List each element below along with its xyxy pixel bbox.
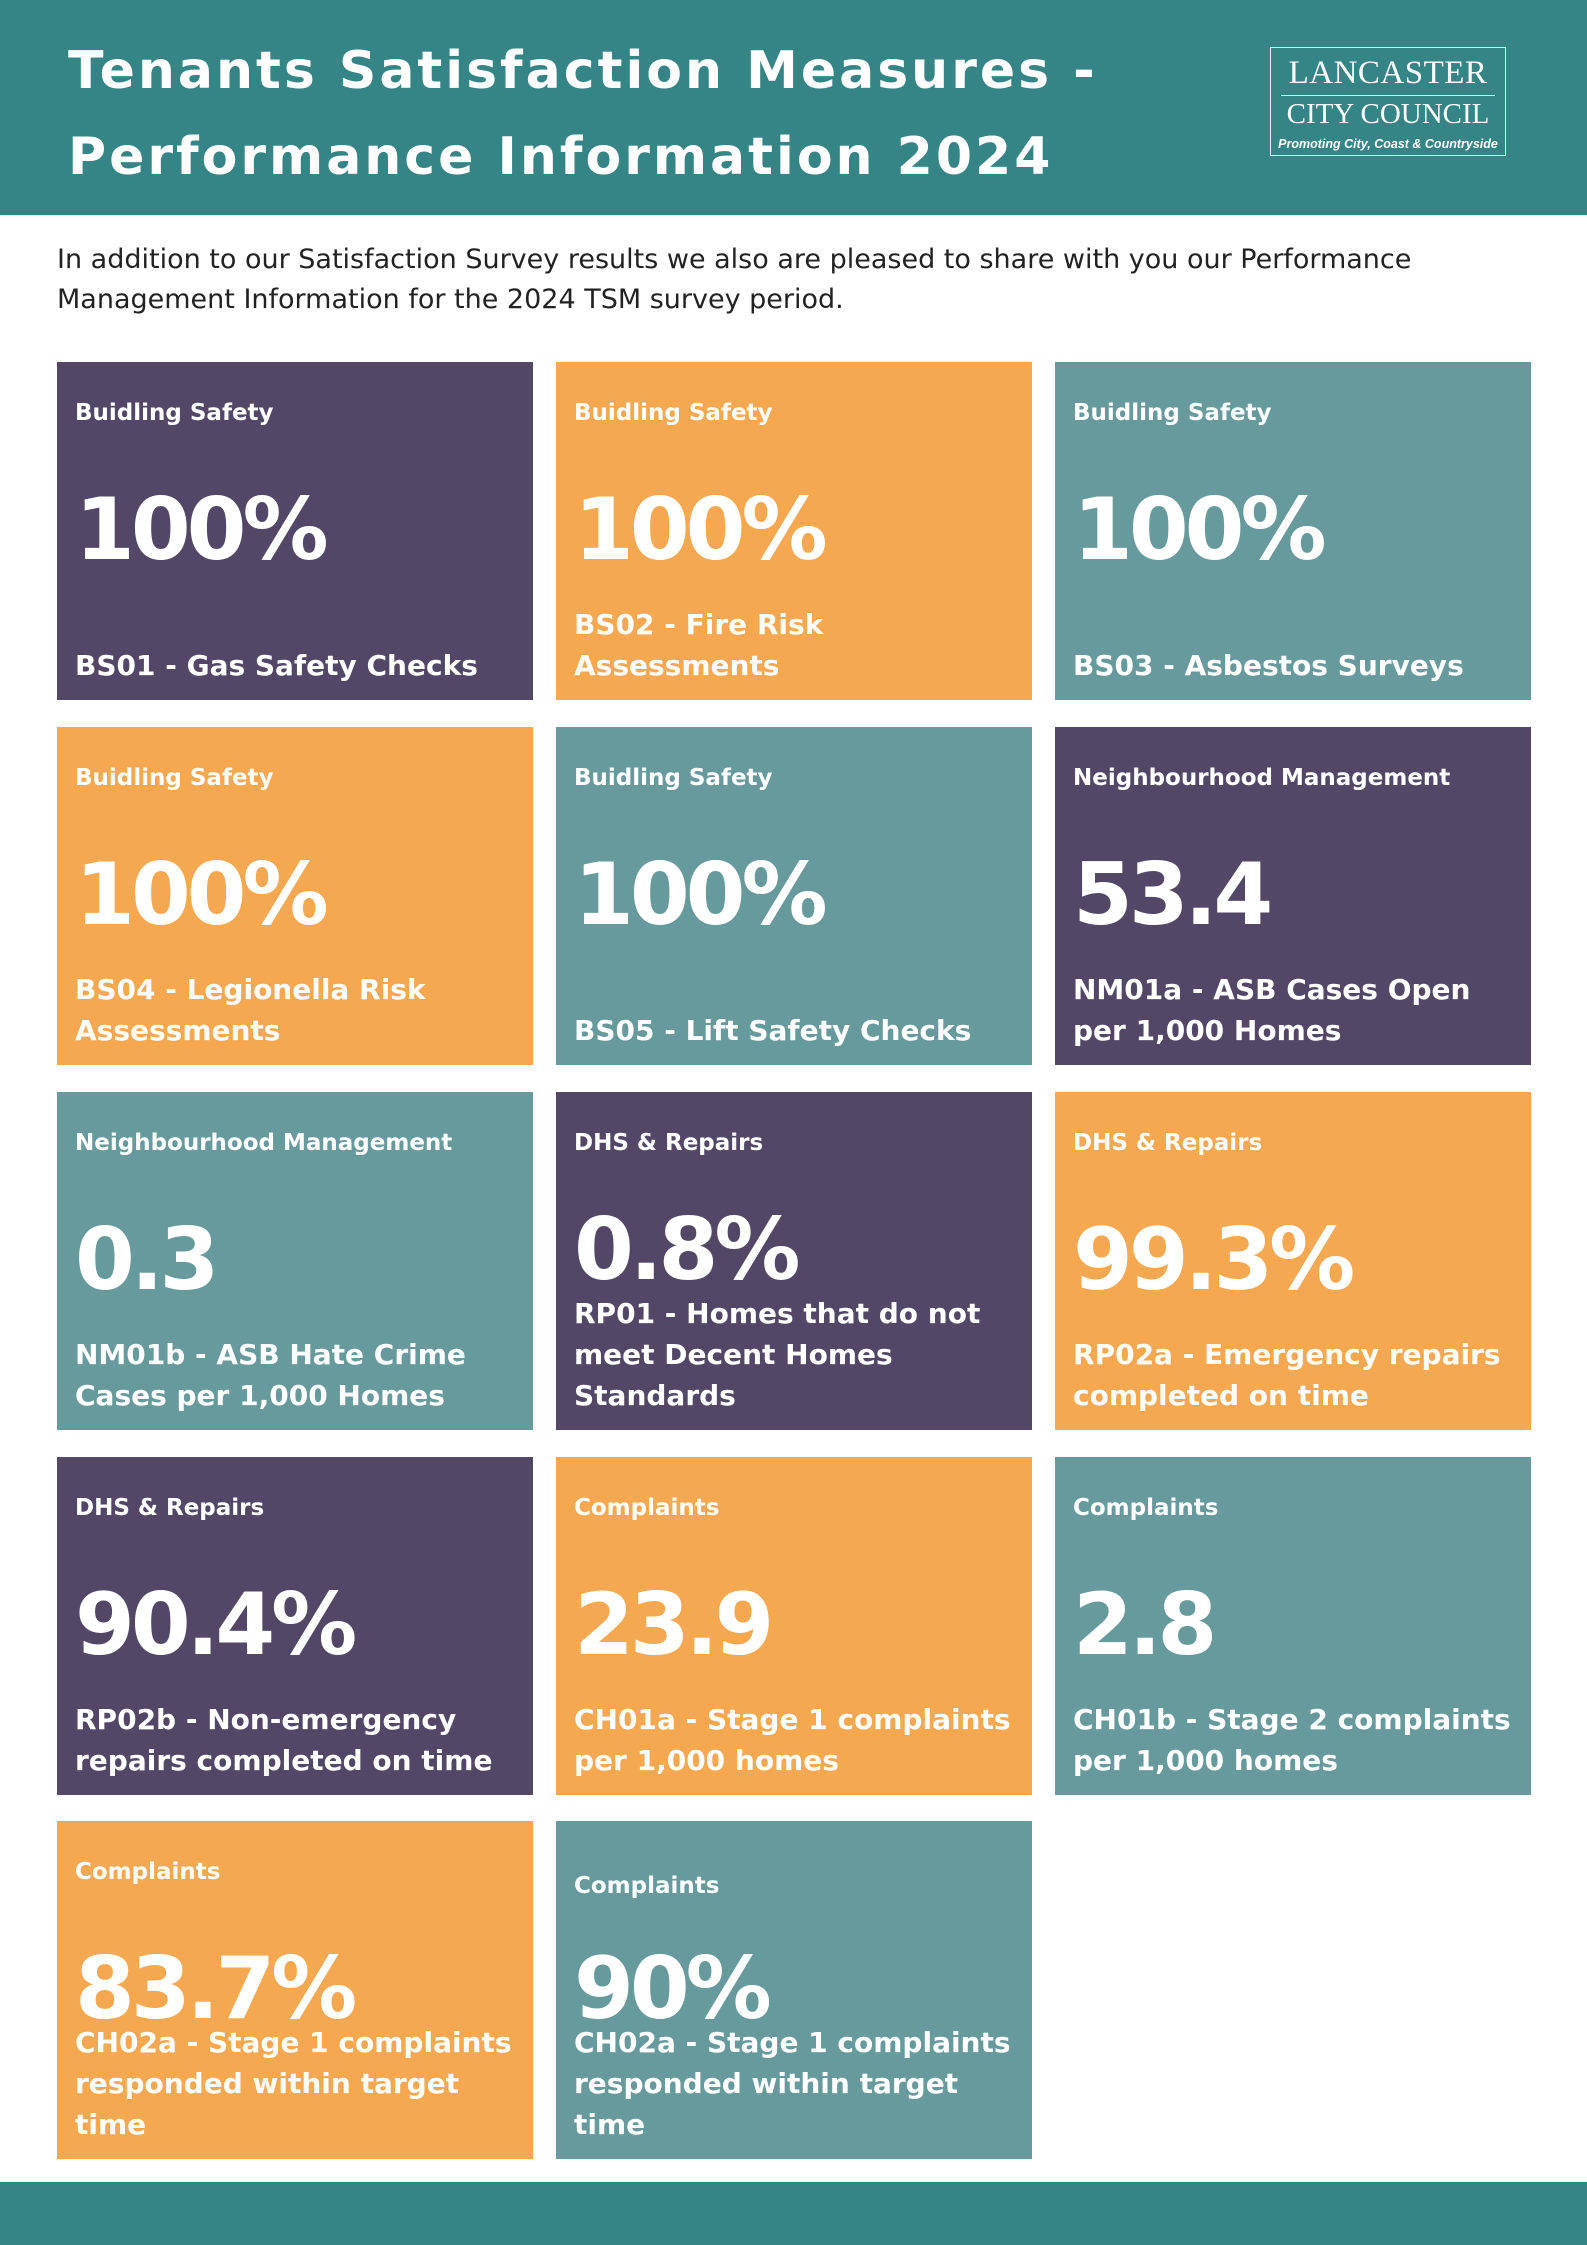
performance-card: Buidling Safety 100% BS05 - Lift Safety … — [556, 727, 1032, 1065]
card-value: 83.7% — [75, 1939, 357, 2039]
council-logo: LANCASTER CITY COUNCIL Promoting City, C… — [1270, 47, 1506, 156]
header-banner: Tenants Satisfaction Measures - Performa… — [0, 0, 1587, 215]
card-category: DHS & Repairs — [75, 1495, 265, 1521]
card-label: CH02a - Stage 1 complaints responded wit… — [574, 2026, 1011, 2141]
card-label: BS05 - Lift Safety Checks — [574, 1014, 972, 1047]
card-value: 90.4% — [75, 1575, 357, 1675]
card-value: 99.3% — [1073, 1210, 1355, 1310]
footer-banner — [0, 2182, 1587, 2245]
page-title-line-1: Tenants Satisfaction Measures - — [68, 41, 1098, 101]
card-category: Complaints — [75, 1859, 221, 1885]
performance-card: Buidling Safety 100% BS04 - Legionella R… — [57, 727, 533, 1065]
page-title-line-2: Performance Information 2024 — [68, 127, 1054, 187]
card-value: 100% — [75, 480, 329, 580]
intro-text: In addition to our Satisfaction Survey r… — [57, 244, 1412, 315]
card-category: Buidling Safety — [1073, 400, 1272, 426]
card-label: NM01b - ASB Hate Crime Cases per 1,000 H… — [75, 1338, 466, 1412]
logo-divider — [1281, 95, 1495, 96]
card-category: Complaints — [574, 1873, 720, 1899]
performance-card: DHS & Repairs 99.3% RP02a - Emergency re… — [1055, 1092, 1531, 1430]
card-value: 0.8% — [574, 1200, 801, 1300]
card-category: Complaints — [1073, 1495, 1219, 1521]
performance-card: DHS & Repairs 0.8% RP01 - Homes that do … — [556, 1092, 1032, 1430]
card-category: DHS & Repairs — [574, 1130, 764, 1156]
card-category: DHS & Repairs — [1073, 1130, 1263, 1156]
card-value: 100% — [574, 845, 828, 945]
performance-card: Neighbourhood Management 0.3 NM01b - ASB… — [57, 1092, 533, 1430]
performance-card: Complaints 23.9 CH01a - Stage 1 complain… — [556, 1457, 1032, 1795]
performance-card: DHS & Repairs 90.4% RP02b - Non-emergenc… — [57, 1457, 533, 1795]
card-category: Buidling Safety — [574, 400, 773, 426]
card-value: 23.9 — [574, 1575, 774, 1675]
card-category: Buidling Safety — [75, 765, 274, 791]
card-value: 100% — [1073, 480, 1327, 580]
logo-tagline: Promoting City, Coast & Countryside — [1278, 137, 1498, 151]
card-label: CH01a - Stage 1 complaints per 1,000 hom… — [574, 1703, 1011, 1777]
card-value: 0.3 — [75, 1210, 219, 1310]
card-label: BS03 - Asbestos Surveys — [1073, 649, 1464, 682]
performance-card: Complaints 90% CH02a - Stage 1 complaint… — [556, 1821, 1032, 2159]
performance-card: Buidling Safety 100% BS02 - Fire Risk As… — [556, 362, 1032, 700]
card-label: CH01b - Stage 2 complaints per 1,000 hom… — [1073, 1703, 1511, 1777]
logo-name-line-1: LANCASTER — [1288, 55, 1488, 91]
card-category: Neighbourhood Management — [1073, 765, 1451, 791]
performance-card: Complaints 83.7% CH02a - Stage 1 complai… — [57, 1821, 533, 2159]
card-label: BS02 - Fire Risk Assessments — [574, 608, 824, 682]
card-value: 90% — [574, 1939, 772, 2039]
card-category: Complaints — [574, 1495, 720, 1521]
card-label: BS04 - Legionella Risk Assessments — [75, 973, 426, 1047]
logo-name-line-2: CITY COUNCIL — [1286, 98, 1490, 130]
card-value: 100% — [574, 480, 828, 580]
card-value: 2.8 — [1073, 1575, 1217, 1675]
performance-card: Neighbourhood Management 53.4 NM01a - AS… — [1055, 727, 1531, 1065]
card-label: NM01a - ASB Cases Open per 1,000 Homes — [1073, 973, 1471, 1047]
card-value: 53.4 — [1073, 845, 1273, 945]
card-category: Neighbourhood Management — [75, 1130, 453, 1156]
card-label: RP02a - Emergency repairs completed on t… — [1073, 1338, 1501, 1412]
performance-card: Buidling Safety 100% BS01 - Gas Safety C… — [57, 362, 533, 700]
card-label: RP01 - Homes that do not meet Decent Hom… — [574, 1297, 981, 1412]
card-value: 100% — [75, 845, 329, 945]
card-label: CH02a - Stage 1 complaints responded wit… — [75, 2026, 512, 2141]
card-label: RP02b - Non-emergency repairs completed … — [75, 1703, 493, 1777]
card-label: BS01 - Gas Safety Checks — [75, 649, 478, 682]
card-category: Buidling Safety — [75, 400, 274, 426]
card-category: Buidling Safety — [574, 765, 773, 791]
performance-card: Complaints 2.8 CH01b - Stage 2 complaint… — [1055, 1457, 1531, 1795]
performance-card: Buidling Safety 100% BS03 - Asbestos Sur… — [1055, 362, 1531, 700]
page-title: Tenants Satisfaction Measures - Performa… — [68, 28, 1098, 200]
